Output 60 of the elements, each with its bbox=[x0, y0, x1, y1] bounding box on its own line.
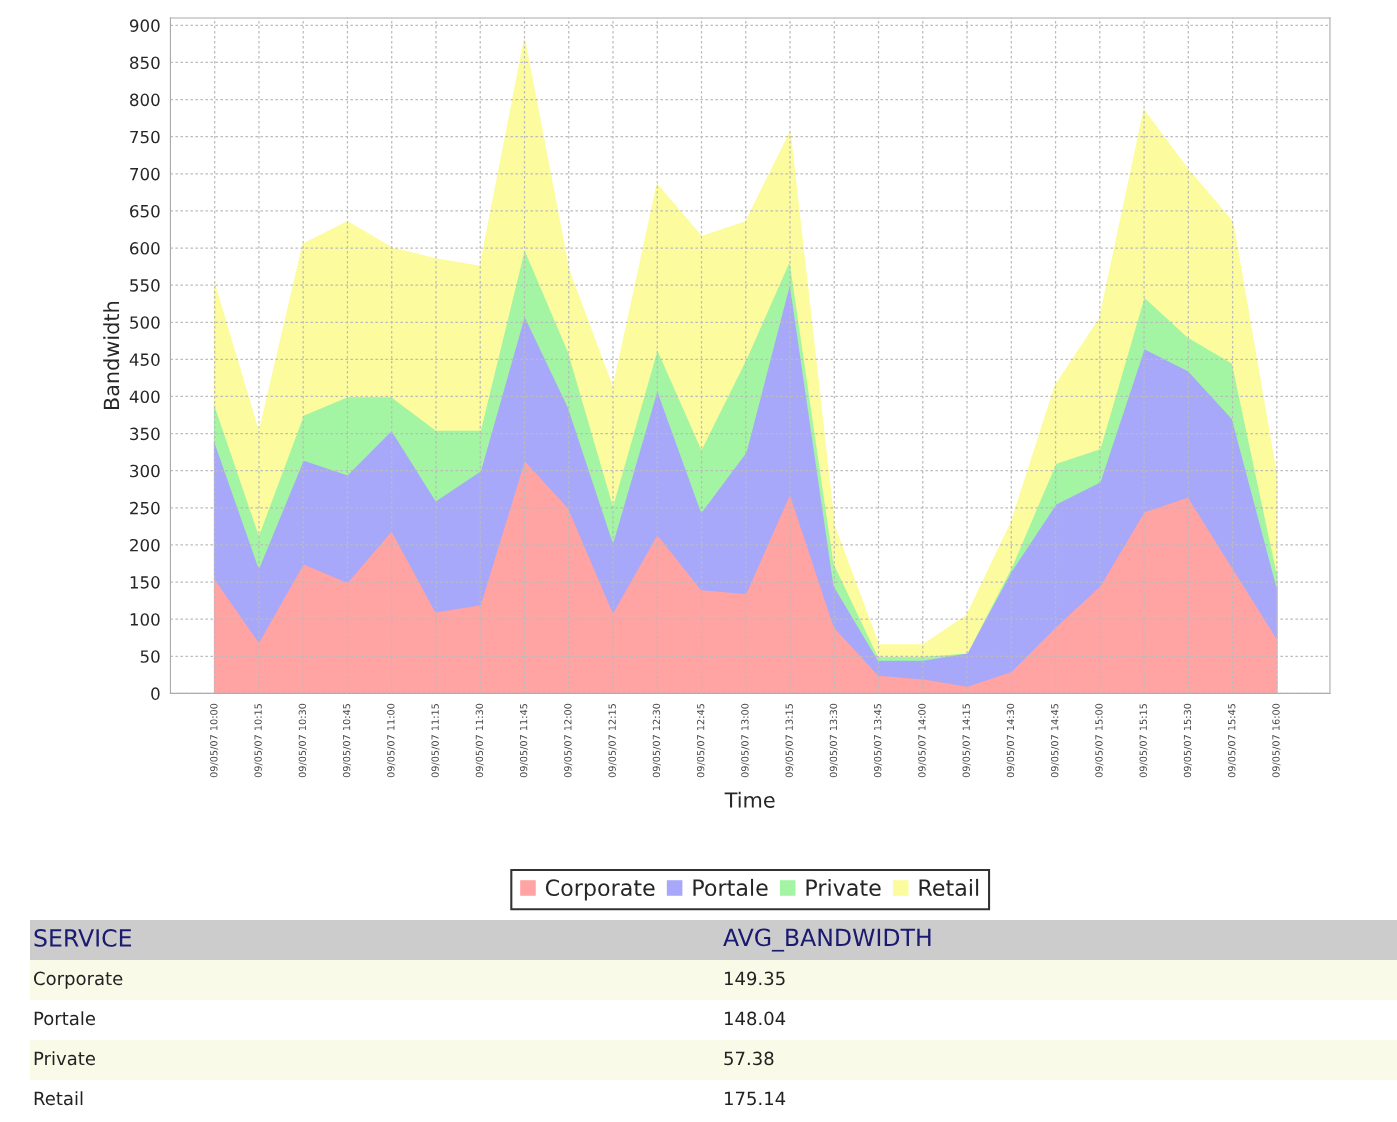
x-tick-label: 09/05/07 11:45 bbox=[519, 703, 529, 778]
text: Retail bbox=[34, 1091, 83, 1106]
y-tick-label: 400 bbox=[129, 390, 160, 404]
x-tick-label: 09/05/07 15:15 bbox=[1139, 703, 1148, 778]
x-tick-label: 09/05/07 12:30 bbox=[652, 703, 661, 778]
y-axis-title: Bandwidth bbox=[103, 301, 120, 410]
text: 149.35 bbox=[724, 971, 785, 986]
x-tick-label: 09/05/07 15:30 bbox=[1183, 703, 1192, 778]
text: 148.04 bbox=[724, 1011, 786, 1026]
text: Private bbox=[34, 1051, 95, 1066]
y-tick-label: 350 bbox=[130, 427, 160, 441]
x-axis-title: Time bbox=[724, 791, 775, 808]
x-tick-label: 09/05/07 14:45 bbox=[1051, 703, 1060, 778]
text: Corporate bbox=[34, 971, 123, 989]
x-tick-label: 09/05/07 11:00 bbox=[387, 703, 396, 778]
y-tick-label: 150 bbox=[130, 576, 160, 589]
y-tick-label: 200 bbox=[130, 538, 160, 552]
x-tick-label: 09/05/07 15:00 bbox=[1095, 703, 1104, 778]
y-tick-label: 450 bbox=[129, 353, 160, 366]
x-tick-label: 09/05/07 10:15 bbox=[254, 703, 263, 778]
text: 57.38 bbox=[724, 1051, 774, 1066]
y-tick-label: 650 bbox=[130, 204, 160, 218]
y-tick-label: 900 bbox=[129, 19, 160, 32]
x-tick-label: 09/05/07 13:30 bbox=[829, 703, 838, 778]
x-tick-label: 09/05/07 10:30 bbox=[298, 703, 307, 778]
y-tick-label: 500 bbox=[130, 316, 160, 329]
x-tick-label: 09/05/07 14:15 bbox=[962, 703, 971, 778]
y-tick-label: 300 bbox=[130, 464, 160, 478]
x-tick-label: 09/05/07 10:45 bbox=[342, 703, 352, 778]
x-tick-label: 09/05/07 14:00 bbox=[918, 703, 927, 778]
x-tick-label: 09/05/07 13:45 bbox=[874, 703, 883, 778]
x-tick-label: 09/05/07 11:30 bbox=[475, 703, 484, 778]
legend-label: Corporate bbox=[545, 879, 655, 901]
x-tick-label: 09/05/07 12:00 bbox=[564, 703, 573, 778]
x-tick-label: 09/05/07 10:00 bbox=[210, 703, 219, 778]
legend-label: Private bbox=[806, 878, 881, 897]
text: Portale bbox=[34, 1011, 96, 1026]
x-tick-label: 09/05/07 12:45 bbox=[696, 703, 706, 778]
text: AVG_BANDWIDTH bbox=[723, 928, 931, 952]
x-tick-label: 09/05/07 13:00 bbox=[741, 703, 750, 778]
legend-label: Portale bbox=[693, 878, 768, 897]
legend-label: Retail bbox=[919, 878, 979, 897]
x-tick-label: 09/05/07 14:30 bbox=[1006, 703, 1015, 778]
text: 175.14 bbox=[724, 1091, 786, 1106]
y-tick-label: 100 bbox=[130, 613, 160, 626]
y-tick-label: 850 bbox=[130, 56, 160, 70]
y-tick-label: 600 bbox=[130, 242, 160, 255]
y-tick-label: 50 bbox=[140, 650, 160, 663]
y-tick-label: 550 bbox=[130, 279, 160, 292]
y-tick-label: 250 bbox=[130, 501, 160, 515]
x-tick-label: 09/05/07 12:15 bbox=[608, 703, 617, 778]
y-tick-label: 750 bbox=[130, 130, 160, 144]
y-tick-label: 0 bbox=[151, 687, 160, 700]
x-tick-label: 09/05/07 16:00 bbox=[1272, 703, 1281, 778]
x-tick-label: 09/05/07 15:45 bbox=[1228, 703, 1237, 778]
x-tick-label: 09/05/07 13:15 bbox=[785, 703, 794, 778]
y-tick-label: 700 bbox=[130, 167, 160, 181]
y-tick-label: 800 bbox=[130, 93, 160, 107]
x-tick-label: 09/05/07 11:15 bbox=[431, 703, 440, 778]
text: SERVICE bbox=[34, 928, 132, 947]
